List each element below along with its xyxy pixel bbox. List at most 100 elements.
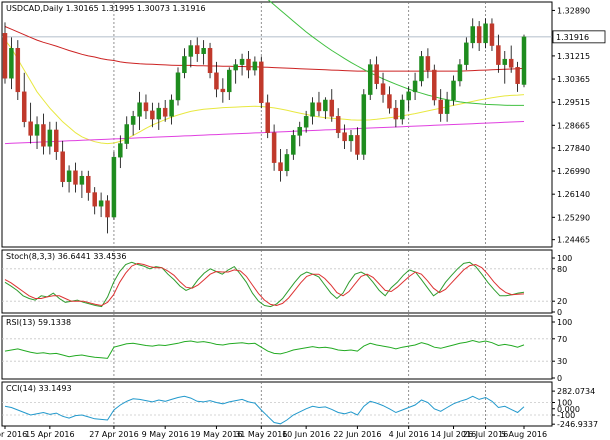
candle-down: [355, 135, 360, 155]
candle-up: [188, 45, 194, 57]
current-price-label: 1.31916: [556, 33, 589, 42]
xtick-label: 15 Apr 2016: [25, 430, 74, 439]
cci-ytick-label: 0.000: [557, 405, 580, 414]
candle-down: [28, 121, 33, 136]
candle-down: [2, 33, 8, 79]
candle-down: [143, 102, 149, 112]
cci-ytick-label: 282.0734: [557, 387, 595, 396]
candle-down: [41, 124, 46, 147]
candle-up: [464, 42, 469, 65]
moving-average-line-1: [4, 39, 525, 145]
candle-down: [60, 151, 65, 182]
candle-up: [361, 94, 367, 155]
rsi-ytick-label: 0: [557, 374, 562, 383]
candle-up: [310, 102, 315, 117]
candle-down: [259, 61, 264, 103]
candle-down: [438, 99, 443, 114]
candle-up: [156, 107, 162, 120]
candle-up: [297, 126, 302, 136]
candle-up: [34, 124, 40, 136]
candle-up: [201, 48, 206, 54]
candle-up: [367, 64, 373, 95]
candle-down: [508, 58, 514, 68]
candle-down: [194, 45, 200, 54]
price-ytick-label: 1.30365: [557, 75, 590, 84]
candle-up: [66, 170, 72, 182]
candle-up: [227, 69, 232, 93]
candle-down: [489, 23, 495, 46]
price-chart-title: USDCAD,Daily 1.30165 1.31995 1.30073 1.3…: [6, 4, 206, 13]
candle-up: [118, 143, 123, 158]
candle-up: [419, 56, 424, 82]
candle-up: [444, 99, 450, 114]
candle-up: [483, 23, 488, 44]
candle-down: [15, 48, 21, 93]
candle-down: [54, 129, 59, 152]
stoch-line-1: [4, 262, 525, 307]
cci-ytick-label: -100: [557, 411, 575, 420]
candle-down: [214, 72, 219, 90]
candle-down: [432, 69, 437, 101]
candle-down: [316, 102, 322, 112]
xtick-label: 5 Apr 2016: [0, 430, 27, 439]
current-price-box: [552, 30, 606, 44]
price-panel-frame: [1, 1, 553, 248]
candle-up: [130, 116, 136, 125]
moving-average-line-2: [267, 0, 524, 106]
price-ytick-label: 1.26140: [557, 190, 590, 199]
candle-down: [496, 45, 501, 65]
candle-down: [380, 83, 386, 95]
candle-up: [111, 156, 117, 218]
rsi-ytick-label: 100: [557, 318, 572, 327]
candle-down: [246, 58, 251, 71]
candle-down: [476, 26, 482, 44]
candle-up: [169, 99, 174, 117]
candle-up: [98, 200, 104, 207]
candlesticks: [2, 18, 527, 234]
candle-down: [278, 162, 283, 172]
cci-ytick-label: 100: [557, 399, 572, 408]
cci-line-0: [4, 395, 525, 425]
candle-up: [502, 58, 508, 65]
price-ytick-label: 1.25290: [557, 213, 590, 222]
candle-up: [451, 80, 456, 101]
xtick-label: 14 Jul 2016: [431, 430, 476, 439]
candle-up: [291, 135, 296, 155]
candle-down: [207, 48, 213, 74]
candle-up: [323, 99, 328, 112]
candle-up: [233, 64, 238, 71]
moving-average-line-0: [4, 26, 525, 72]
candle-up: [239, 58, 245, 65]
xtick-label: 10 Jun 2016: [282, 430, 330, 439]
candle-up: [47, 129, 53, 147]
stoch-ytick-label: 20: [557, 297, 567, 306]
stoch-panel-title: Stoch(8,3,3) 36.6441 33.4536: [6, 252, 126, 261]
candle-up: [412, 80, 418, 93]
stoch-panel-frame: [1, 249, 553, 314]
candle-down: [393, 107, 399, 120]
axis-labels: 1.32890 1.31215 1.30365 1.29515 1.28665 1.278…: [0, 6, 606, 439]
stoch-ytick-label: 0: [557, 308, 562, 317]
candle-down: [86, 175, 91, 193]
price-ytick-label: 1.31215: [557, 52, 590, 61]
indicator-lines: [4, 0, 525, 425]
rsi-panel-frame: [1, 315, 553, 380]
candle-down: [220, 88, 226, 93]
candle-up: [175, 72, 181, 101]
candle-up: [348, 135, 354, 142]
stoch-ytick-label: 80: [557, 265, 567, 274]
candle-down: [329, 99, 335, 117]
candle-down: [265, 102, 270, 133]
candle-down: [92, 192, 97, 207]
candle-up: [470, 26, 475, 44]
cci-panel-title: CCI(14) 33.1493: [6, 384, 72, 393]
price-ytick-label: 1.24465: [557, 236, 590, 245]
candle-up: [303, 116, 309, 128]
candle-down: [374, 64, 379, 84]
candle-down: [162, 107, 168, 117]
candle-up: [252, 61, 258, 71]
candle-up: [79, 175, 85, 185]
stoch-ytick-label: 100: [557, 254, 572, 263]
candle-up: [457, 64, 463, 82]
